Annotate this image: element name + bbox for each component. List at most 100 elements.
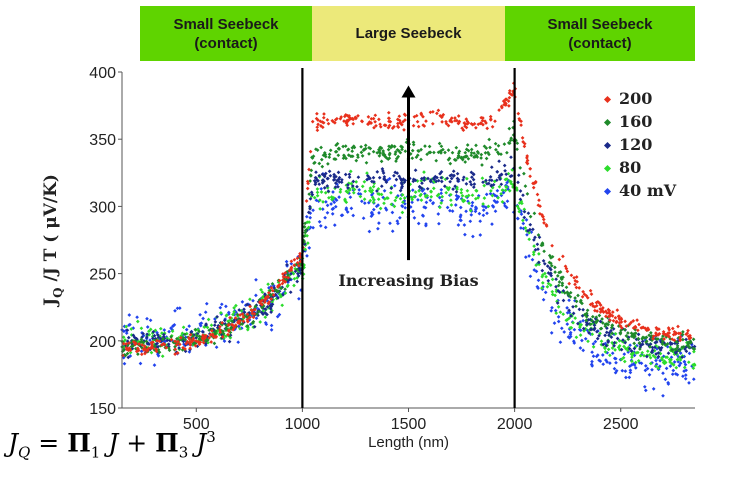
data-point	[127, 313, 132, 317]
data-point	[167, 329, 171, 334]
data-point	[541, 297, 546, 302]
data-point	[565, 322, 570, 326]
data-point	[140, 343, 145, 347]
data-point	[649, 350, 654, 354]
data-point	[449, 203, 454, 207]
data-point	[281, 272, 285, 276]
data-point	[667, 334, 672, 339]
data-point	[469, 182, 474, 187]
data-point	[456, 151, 461, 156]
data-point	[654, 333, 658, 337]
data-point	[606, 339, 611, 343]
data-point	[307, 167, 311, 172]
data-point	[462, 175, 466, 180]
data-point	[151, 330, 156, 334]
data-point	[376, 197, 381, 202]
data-point	[500, 200, 505, 204]
data-point	[460, 197, 465, 202]
data-point	[578, 333, 583, 337]
data-point	[604, 358, 608, 362]
data-point	[568, 325, 573, 330]
data-point	[691, 377, 696, 382]
data-point	[595, 329, 599, 334]
data-point	[537, 198, 541, 203]
data-point	[471, 177, 476, 182]
data-point	[586, 339, 590, 344]
data-point	[590, 350, 594, 355]
data-point	[232, 310, 236, 314]
data-point	[394, 177, 399, 182]
data-point	[417, 184, 422, 189]
data-point	[386, 196, 390, 201]
data-point	[254, 277, 258, 282]
data-point	[520, 136, 525, 140]
data-point	[350, 184, 355, 188]
data-point	[525, 229, 530, 233]
data-point	[633, 366, 638, 370]
data-point	[456, 114, 461, 118]
data-point	[322, 186, 327, 190]
data-point	[439, 149, 443, 153]
data-point	[236, 319, 241, 324]
data-point	[343, 198, 347, 203]
data-point	[565, 306, 569, 310]
legend-label: 200	[619, 89, 652, 108]
data-point	[394, 195, 399, 200]
data-point	[152, 333, 157, 338]
data-point	[600, 317, 604, 321]
data-point	[410, 200, 414, 205]
data-point	[439, 115, 444, 120]
data-point	[594, 303, 599, 308]
data-point	[364, 160, 369, 165]
data-point	[622, 359, 627, 364]
data-point	[537, 252, 541, 256]
data-point	[298, 251, 302, 256]
data-point	[540, 286, 544, 290]
data-point	[488, 118, 493, 122]
data-point	[447, 156, 452, 161]
data-point	[343, 144, 348, 148]
data-point	[648, 355, 653, 360]
data-point	[348, 154, 353, 159]
data-point	[501, 190, 506, 195]
data-point	[401, 119, 405, 124]
data-point	[425, 152, 429, 157]
data-point	[312, 195, 317, 200]
data-point	[268, 303, 273, 308]
data-point	[636, 336, 641, 341]
data-point	[595, 309, 599, 313]
data-point	[347, 188, 352, 192]
y-tick-label: 300	[89, 199, 116, 216]
data-point	[319, 145, 323, 150]
data-point	[305, 233, 309, 238]
data-point	[595, 336, 600, 341]
data-point	[265, 305, 270, 309]
data-point	[484, 121, 488, 125]
data-point	[428, 110, 433, 115]
data-point	[237, 308, 242, 312]
data-point	[462, 223, 467, 227]
data-point	[471, 172, 476, 176]
data-point	[307, 192, 312, 196]
data-point	[360, 154, 365, 158]
data-point	[286, 273, 290, 277]
data-point	[469, 153, 474, 158]
data-point	[148, 327, 153, 332]
data-point	[177, 346, 181, 350]
data-point	[496, 195, 500, 200]
data-point	[557, 290, 562, 295]
data-point	[622, 352, 627, 356]
data-point	[453, 184, 457, 189]
data-point	[139, 326, 144, 331]
data-point	[553, 308, 558, 313]
data-point	[426, 176, 430, 181]
data-point	[572, 327, 577, 332]
data-point	[654, 337, 659, 341]
data-point	[642, 353, 646, 358]
data-point	[628, 368, 633, 373]
data-point	[636, 358, 641, 363]
data-point	[521, 221, 526, 226]
data-point	[317, 219, 322, 224]
data-point	[627, 346, 632, 351]
data-point	[292, 283, 296, 288]
